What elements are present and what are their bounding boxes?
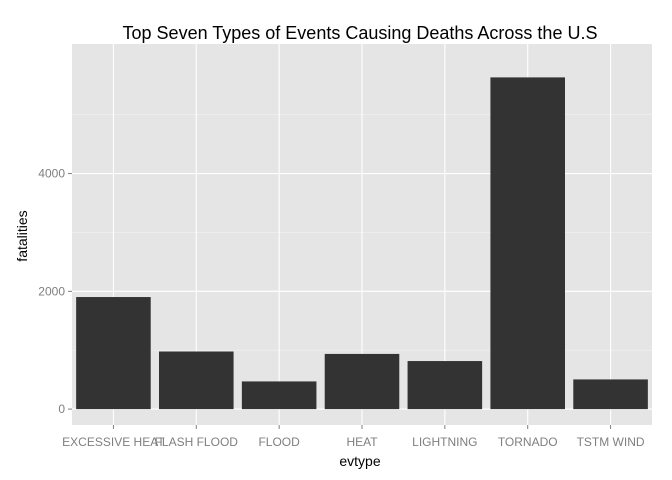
x-axis-label: evtype (339, 453, 380, 469)
y-tick-label: 2000 (38, 284, 65, 298)
bar (159, 351, 234, 410)
x-tick-label: TSTM WIND (577, 435, 645, 449)
bar (573, 379, 648, 410)
bars (76, 77, 648, 410)
bar (76, 297, 151, 410)
x-tick-label: FLASH FLOOD (155, 435, 239, 449)
x-tick-label: TORNADO (498, 435, 558, 449)
x-tick-label: HEAT (346, 435, 378, 449)
y-tick-label: 4000 (38, 167, 65, 181)
x-tick-label: LIGHTNING (412, 435, 477, 449)
y-tick-label: 0 (58, 402, 65, 416)
x-tick-label: EXCESSIVE HEAT (62, 435, 165, 449)
bar (324, 353, 400, 410)
bar (241, 381, 317, 410)
x-tick-label: FLOOD (258, 435, 300, 449)
y-axis-label: fatalities (14, 210, 30, 261)
bar (407, 361, 483, 410)
chart-title: Top Seven Types of Events Causing Deaths… (123, 23, 598, 43)
bar (490, 77, 565, 410)
